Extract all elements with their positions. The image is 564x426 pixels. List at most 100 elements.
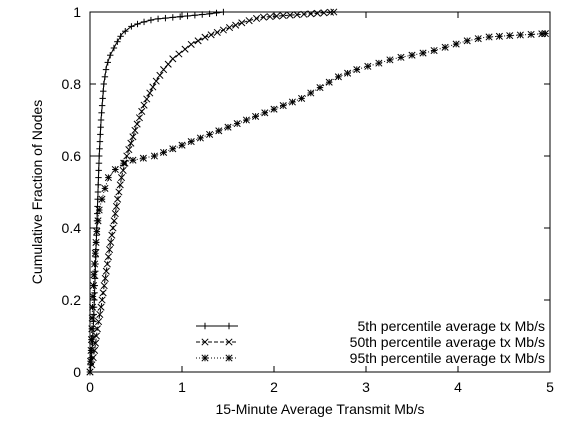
data-point [95, 160, 103, 167]
plot-area [86, 8, 549, 376]
data-point [125, 146, 133, 154]
x-tick-label: 3 [362, 379, 370, 395]
data-point [128, 23, 135, 30]
data-point [187, 40, 195, 48]
data-point [162, 14, 169, 22]
data-point [104, 174, 112, 182]
data-point [102, 267, 110, 275]
data-point [95, 206, 103, 214]
data-point [100, 80, 107, 88]
data-point [110, 217, 118, 225]
data-point [194, 37, 202, 45]
data-point [224, 123, 232, 131]
data-point [150, 152, 158, 160]
data-point [213, 28, 221, 36]
data-point [98, 102, 106, 109]
data-point [213, 9, 220, 17]
plot-frame [89, 11, 551, 373]
data-point [104, 253, 112, 261]
data-point [89, 282, 98, 290]
data-point [140, 101, 148, 109]
data-point [134, 20, 141, 28]
data-point [92, 238, 100, 246]
data-point [95, 181, 102, 188]
data-point [97, 116, 105, 124]
data-point [293, 11, 301, 19]
y-tick-label: 1 [73, 4, 81, 20]
data-point [138, 107, 146, 116]
data-point [97, 131, 104, 138]
data-point [541, 30, 549, 38]
data-point [123, 152, 131, 160]
data-point [386, 56, 394, 64]
data-point [169, 14, 176, 21]
data-point [98, 296, 106, 304]
data-point [270, 105, 278, 113]
data-point [111, 165, 119, 174]
data-point [152, 77, 160, 85]
data-point [107, 238, 115, 246]
y-axis-label: Cumulative Fraction of Nodes [29, 100, 45, 284]
data-point [233, 120, 241, 128]
data-point [87, 336, 95, 344]
data-point [316, 84, 324, 92]
data-point [485, 33, 493, 41]
data-point [95, 167, 102, 174]
data-point [430, 46, 438, 55]
data-point [117, 33, 124, 40]
data-point [99, 95, 106, 102]
data-point [286, 11, 294, 19]
data-point [181, 45, 189, 53]
data-point [139, 154, 147, 162]
data-point [187, 138, 195, 146]
series-2 [86, 8, 338, 376]
data-point [115, 188, 123, 196]
data-point [147, 16, 155, 24]
data-point [441, 43, 449, 51]
data-point [225, 24, 234, 32]
data-point [307, 89, 315, 97]
data-point [107, 52, 114, 59]
data-point [242, 116, 250, 124]
data-point [91, 346, 99, 354]
data-point [112, 202, 121, 210]
y-tick-label: 0.6 [62, 148, 82, 164]
data-point [110, 44, 118, 52]
data-point [98, 109, 105, 116]
legend-label: 5th percentile average tx Mb/s [357, 318, 545, 334]
data-point [143, 95, 151, 103]
data-point [95, 318, 103, 326]
x-tick-label: 0 [86, 379, 94, 395]
data-point [397, 53, 405, 61]
data-point [474, 35, 482, 43]
data-point [408, 51, 416, 59]
data-point [252, 112, 260, 120]
data-point [101, 73, 109, 80]
data-point [86, 357, 95, 365]
data-point [108, 231, 116, 239]
series-line [89, 11, 334, 373]
data-point [375, 59, 383, 67]
data-point [109, 224, 117, 232]
data-point [104, 59, 111, 66]
data-point [103, 260, 111, 268]
legend-marker [225, 322, 233, 330]
data-point [364, 62, 372, 70]
series-line [89, 11, 224, 373]
data-point [100, 282, 108, 290]
data-point [288, 98, 296, 106]
legend-marker [201, 322, 209, 330]
data-point [99, 289, 107, 297]
data-point [127, 139, 135, 147]
data-point [96, 310, 104, 318]
x-tick-label: 1 [178, 379, 186, 395]
data-point [298, 94, 306, 102]
data-point [259, 13, 268, 21]
data-point [206, 130, 214, 138]
x-tick-label: 2 [270, 379, 278, 395]
data-point [252, 14, 261, 23]
data-point [117, 174, 126, 182]
series-3 [86, 30, 549, 376]
data-point [114, 195, 122, 203]
